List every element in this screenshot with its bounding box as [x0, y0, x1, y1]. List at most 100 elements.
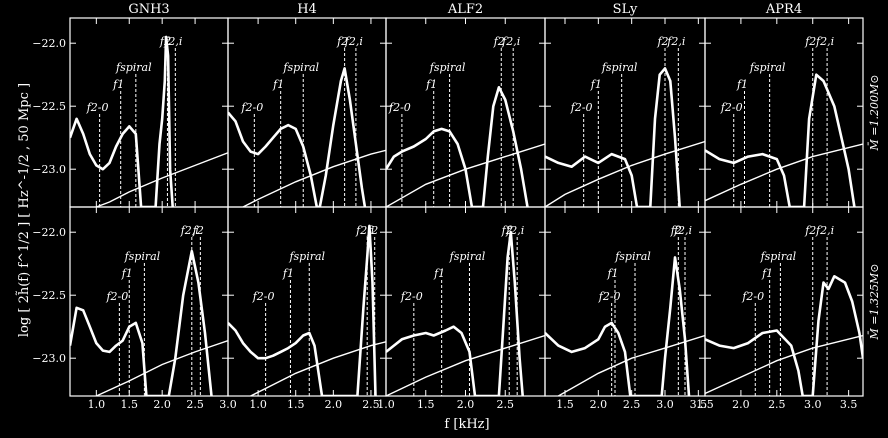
x-tick-label: 3.0 [656, 398, 674, 411]
frequency-label: fspiral [760, 250, 797, 263]
x-tick-label: 1.0 [88, 398, 106, 411]
frequency-label: f2 [804, 224, 816, 237]
frequency-label: f2 [159, 35, 171, 48]
frequency-label: fspiral [614, 250, 651, 263]
frequency-label: f2-0 [86, 101, 109, 114]
frequency-label: f2-0 [741, 290, 764, 303]
y-axis-label: log [ 2h̃(f) f^1/2 ] [ Hz^-1/2 , 50 Mpc … [15, 83, 32, 337]
x-tick-label: 3.0 [219, 398, 237, 411]
y-tick-label: −22.0 [32, 226, 66, 239]
frequency-label: f2-0 [570, 101, 593, 114]
frequency-label: f2-0 [720, 101, 743, 114]
frequency-label: f2 [656, 35, 668, 48]
noise-curve [242, 149, 386, 207]
x-tick-label: 2.0 [153, 398, 171, 411]
frequency-label: f2,i [666, 35, 685, 48]
y-tick-label: −22.5 [32, 289, 66, 302]
frequency-label: f1 [425, 78, 437, 91]
x-tick-label: 3.5 [690, 398, 708, 411]
signal-curve [228, 67, 367, 207]
signal-curve [228, 224, 377, 396]
signal-curve [70, 35, 174, 207]
frequency-label: f2,i [815, 35, 834, 48]
frequency-label: f2-0 [105, 290, 128, 303]
frequency-label: f2,i [344, 35, 363, 48]
signal-curve [386, 86, 529, 207]
noise-curve [557, 334, 705, 396]
frequency-label: fspiral [124, 250, 161, 263]
frequency-label: f2,i [180, 224, 199, 237]
frequency-label: f2 [366, 224, 378, 237]
frequency-label: f1 [606, 267, 618, 280]
frequency-label: f2,i [815, 224, 834, 237]
noise-curve [705, 143, 863, 202]
panel-apr4-0 [705, 48, 863, 207]
frequency-label: f2 [192, 224, 204, 237]
signal-curve [545, 256, 691, 396]
row-label: M̄ =1.200M⊙ [868, 75, 881, 152]
frequency-label: f2 [804, 35, 816, 48]
noise-curve [250, 341, 386, 396]
y-tick-label: −22.5 [32, 100, 66, 113]
x-axis-label: f [kHz] [444, 417, 489, 432]
frequency-label: f1 [112, 78, 124, 91]
frequency-label: fspiral [429, 61, 466, 74]
frequency-label: fspiral [282, 61, 319, 74]
panel-frame [704, 206, 864, 397]
frequency-label: f2,i [501, 35, 520, 48]
panel-alf2-1 [386, 230, 545, 396]
frequency-label: f2,i [673, 224, 692, 237]
y-tick-label: −22.0 [32, 37, 66, 50]
frequency-label: f2-0 [400, 290, 423, 303]
frequency-label: f1 [433, 267, 445, 280]
column-title: APR4 [765, 2, 802, 17]
panel-grid: f2-0f1fspiralf2f2,i−22.0−22.5−23.0GNH3f2… [32, 2, 881, 411]
frequency-label: f1 [736, 78, 748, 91]
x-tick-label: 1.5 [287, 398, 305, 411]
x-tick-label: 1.5 [121, 398, 139, 411]
frequency-label: f2-0 [388, 101, 411, 114]
panel-h4-1 [228, 224, 386, 396]
x-tick-label: 2.0 [590, 398, 608, 411]
column-title: SLy [613, 2, 638, 17]
x-tick-label: 2.0 [732, 398, 750, 411]
frequency-label: f1 [761, 267, 773, 280]
panel-gnh3-0 [70, 35, 228, 207]
signal-curve [705, 275, 863, 396]
x-tick-label: 1.5 [556, 398, 574, 411]
frequency-label: f2,i [163, 35, 182, 48]
panel-alf2-0 [386, 48, 545, 207]
noise-curve [96, 152, 228, 207]
frequency-label: fspiral [115, 61, 152, 74]
frequency-label: f2-0 [598, 290, 621, 303]
frequency-label: f2 [670, 224, 682, 237]
frequency-label: f2,i [505, 224, 524, 237]
panel-sly-0 [545, 48, 705, 207]
row-label: M̄ =1.325M⊙ [868, 264, 881, 341]
y-tick-label: −23.0 [32, 352, 66, 365]
frequency-label: fspiral [601, 61, 638, 74]
frequency-label: fspiral [288, 250, 325, 263]
signal-curve [545, 67, 681, 207]
noise-curve [705, 334, 863, 395]
panel-sly-1 [545, 237, 705, 396]
panel-gnh3-1 [70, 237, 228, 396]
frequency-label: f2,i [355, 224, 374, 237]
x-tick-label: 3.0 [804, 398, 822, 411]
x-tick-label: 2.5 [362, 398, 380, 411]
frequency-label: f1 [121, 267, 133, 280]
signal-curve [705, 73, 856, 207]
x-tick-label: 1.5 [417, 398, 435, 411]
frequency-label: f1 [272, 78, 284, 91]
x-tick-label: 1.0 [377, 398, 395, 411]
signal-curve [386, 230, 524, 396]
panel-apr4-1 [705, 237, 863, 396]
x-tick-label: 2.5 [768, 398, 786, 411]
x-tick-label: 2.5 [623, 398, 641, 411]
x-tick-label: 2.0 [457, 398, 475, 411]
frequency-label: f2 [501, 224, 513, 237]
x-tick-label: 2.5 [186, 398, 204, 411]
frequency-label: f1 [590, 78, 602, 91]
